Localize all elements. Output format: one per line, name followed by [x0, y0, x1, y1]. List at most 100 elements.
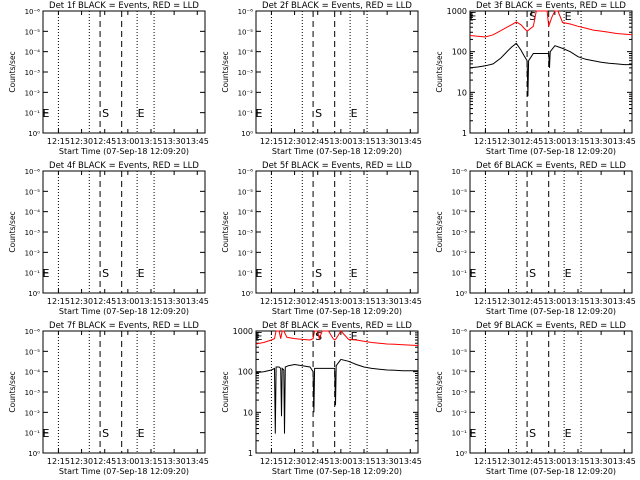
y-tick-label: 10⁻²: [25, 89, 41, 97]
marker-label: S: [102, 107, 109, 120]
y-tick-label: 10⁻⁴: [25, 369, 41, 377]
marker-label: E: [138, 107, 145, 120]
panel-title: Det 7f BLACK = Events, RED = LLD: [49, 321, 199, 331]
x-tick-label: 13:15: [566, 297, 589, 306]
x-tick-label: 12:45: [93, 297, 116, 306]
marker-label: E: [138, 267, 145, 280]
x-tick-label: 13:45: [613, 457, 636, 466]
x-tick-label: 13:00: [543, 297, 566, 306]
y-tick-label: 1000: [233, 327, 253, 336]
plot-frame: [469, 330, 633, 454]
x-tick-label: 13:00: [543, 457, 566, 466]
x-tick-label: 13:30: [590, 457, 613, 466]
x-tick-label: 12:15: [474, 137, 497, 146]
y-tick-label: 10: [243, 408, 253, 417]
y-tick-label: 10⁰: [241, 130, 253, 138]
plot-frame: [42, 330, 206, 454]
plot-frame: [469, 170, 633, 294]
y-tick-label: 10⁻²: [238, 89, 254, 97]
marker-label: S: [529, 427, 536, 440]
panel-title: Det 1f BLACK = Events, RED = LLD: [49, 1, 199, 11]
marker-label: S: [529, 10, 536, 23]
marker-label: E: [43, 107, 50, 120]
marker-label: E: [256, 267, 263, 280]
y-tick-label: 10⁻³: [25, 69, 41, 77]
y-tick-label: 10⁻¹: [452, 270, 468, 278]
y-tick-label: 10⁻⁶: [238, 168, 254, 176]
marker-label: E: [470, 267, 477, 280]
x-tick-label: 12:15: [260, 457, 283, 466]
x-tick-label: 13:15: [139, 457, 162, 466]
y-tick-label: 10⁻¹: [25, 110, 41, 118]
panel-title: Det 3f BLACK = Events, RED = LLD: [476, 1, 626, 11]
x-tick-label: 12:30: [283, 297, 306, 306]
x-tick-label: 13:00: [543, 137, 566, 146]
series-line: [469, 42, 632, 97]
x-tick-label: 12:30: [283, 457, 306, 466]
y-tick-label: 10⁻⁶: [238, 8, 254, 16]
x-tick-label: 13:30: [163, 457, 186, 466]
y-tick-label: 10⁻⁶: [25, 168, 41, 176]
y-axis-label: Counts/sec: [8, 51, 17, 92]
y-tick-label: 10⁻²: [25, 249, 41, 257]
y-axis-label: Counts/sec: [8, 371, 17, 412]
plot-frame: [42, 170, 206, 294]
x-tick-label: 13:30: [590, 137, 613, 146]
marker-label: S: [529, 267, 536, 280]
plot-frame: [255, 10, 419, 134]
y-tick-label: 10⁻⁵: [25, 188, 41, 196]
y-tick-label: 1: [462, 129, 467, 138]
y-tick-label: 10⁻⁵: [238, 188, 254, 196]
y-tick-label: 10⁻³: [238, 229, 254, 237]
x-tick-label: 13:00: [116, 457, 139, 466]
x-tick-label: 13:15: [352, 457, 375, 466]
x-tick-label: 12:15: [47, 137, 70, 146]
x-axis-label: Start Time (07-Sep-18 12:09:20): [272, 307, 402, 316]
panel-title: Det 5f BLACK = Events, RED = LLD: [262, 161, 412, 171]
x-axis-label: Start Time (07-Sep-18 12:09:20): [486, 467, 616, 476]
plot-frame: [42, 10, 206, 134]
plot-frame: [469, 10, 633, 134]
marker-label: E: [43, 267, 50, 280]
series-line: [255, 358, 418, 434]
panel-title: Det 6f BLACK = Events, RED = LLD: [476, 161, 626, 171]
marker-label: E: [470, 427, 477, 440]
marker-label: E: [256, 330, 263, 343]
marker-label: E: [565, 427, 572, 440]
x-tick-label: 13:45: [613, 297, 636, 306]
y-tick-label: 100: [238, 368, 253, 377]
y-tick-label: 10⁻⁴: [25, 209, 41, 217]
x-tick-label: 13:00: [329, 457, 352, 466]
x-tick-label: 12:30: [497, 137, 520, 146]
y-tick-label: 10⁻⁶: [25, 328, 41, 336]
y-axis-label: Counts/sec: [221, 211, 230, 252]
y-tick-label: 10⁻⁵: [452, 188, 468, 196]
y-tick-label: 10⁻³: [452, 389, 468, 397]
y-tick-label: 10⁰: [241, 290, 253, 298]
x-tick-label: 13:00: [116, 297, 139, 306]
y-tick-label: 10⁻¹: [25, 430, 41, 438]
x-tick-label: 12:45: [306, 137, 329, 146]
x-tick-label: 12:15: [474, 457, 497, 466]
marker-label: E: [43, 427, 50, 440]
plot-frame: [255, 330, 419, 454]
x-tick-label: 13:30: [163, 137, 186, 146]
y-tick-label: 10⁻⁴: [452, 369, 468, 377]
y-tick-label: 10⁻²: [452, 409, 468, 417]
x-tick-label: 13:45: [613, 137, 636, 146]
x-tick-label: 12:30: [497, 457, 520, 466]
y-tick-label: 10⁰: [28, 450, 40, 458]
x-tick-label: 13:30: [163, 297, 186, 306]
marker-label: E: [565, 267, 572, 280]
x-tick-label: 13:00: [329, 297, 352, 306]
x-axis-label: Start Time (07-Sep-18 12:09:20): [272, 467, 402, 476]
x-tick-label: 13:15: [352, 137, 375, 146]
x-tick-label: 12:45: [520, 457, 543, 466]
y-tick-label: 10⁻²: [25, 409, 41, 417]
series-line: [469, 10, 633, 38]
y-tick-label: 10⁻⁵: [238, 28, 254, 36]
